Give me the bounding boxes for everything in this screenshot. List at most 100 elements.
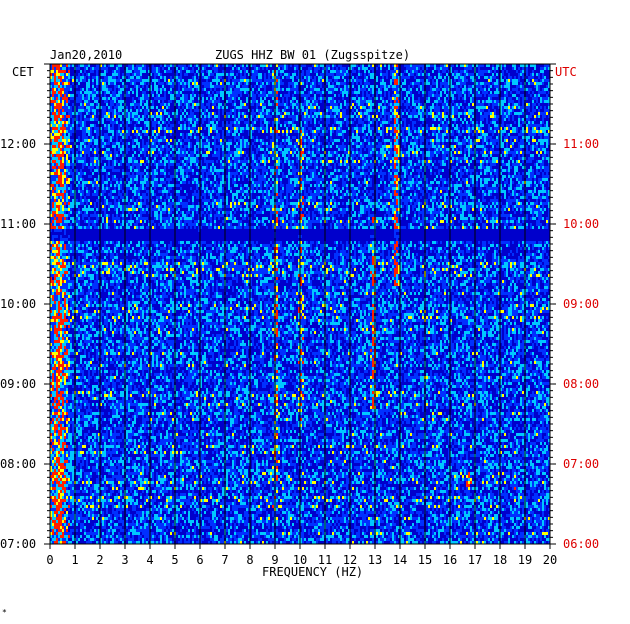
spectrogram-cell [310,127,312,130]
spectrogram-cell [378,109,380,112]
spectrogram-cell [312,103,314,106]
spectrogram-cell [534,139,536,142]
spectrogram-cell [420,70,422,73]
spectrogram-cell [522,76,524,79]
spectrogram-cell [62,91,64,94]
spectrogram-cell [490,70,492,73]
spectrogram-cell [380,121,382,124]
spectrogram-cell [64,112,66,115]
spectrogram-cell [164,70,166,73]
spectrogram-cell [330,88,332,91]
spectrogram-cell [268,76,270,79]
spectrogram-cell [364,70,366,73]
spectrogram-cell [232,103,234,106]
spectrogram-cell [392,103,394,106]
spectrogram-cell [238,85,240,88]
spectrogram-cell [204,106,206,109]
spectrogram-cell [120,100,122,103]
spectrogram-cell [68,151,70,154]
spectrogram-cell [360,103,362,106]
spectrogram-cell [116,73,118,76]
spectrogram-cell [412,142,414,145]
spectrogram-cell [168,106,170,109]
spectrogram-cell [258,85,260,88]
spectrogram-cell [364,106,366,109]
spectrogram-cell [414,103,416,106]
spectrogram-cell [236,145,238,148]
spectrogram-cell [254,67,256,70]
spectrogram-cell [160,118,162,121]
spectrogram-cell [530,82,532,85]
spectrogram-cell [110,151,112,154]
spectrogram-cell [136,136,138,139]
spectrogram-cell [276,91,278,94]
spectrogram-cell [434,109,436,112]
spectrogram-cell [444,97,446,100]
spectrogram-cell [92,118,94,121]
spectrogram-cell [508,97,510,100]
spectrogram-cell [138,115,140,118]
spectrogram-cell [322,79,324,82]
spectrogram-cell [506,115,508,118]
spectrogram-cell [284,124,286,127]
spectrogram-cell [280,103,282,106]
spectrogram-cell [190,106,192,109]
spectrogram-cell [184,145,186,148]
spectrogram-cell [486,115,488,118]
spectrogram-cell [310,103,312,106]
spectrogram-cell [120,106,122,109]
spectrogram-cell [60,139,62,142]
spectrogram-cell [252,115,254,118]
spectrogram-cell [314,106,316,109]
spectrogram-cell [168,121,170,124]
spectrogram-cell [212,154,214,157]
spectrogram-cell [104,70,106,73]
spectrogram-cell [428,100,430,103]
spectrogram-cell [138,73,140,76]
spectrogram-cell [372,94,374,97]
spectrogram-cell [310,67,312,70]
spectrogram-cell [416,148,418,151]
spectrogram-cell [468,151,470,154]
spectrogram-cell [140,67,142,70]
spectrogram-cell [510,76,512,79]
spectrogram-cell [438,97,440,100]
spectrogram-cell [332,70,334,73]
spectrogram-cell [222,154,224,157]
spectrogram-cell [378,91,380,94]
spectrogram-cell [392,130,394,133]
spectrogram-cell [268,70,270,73]
spectrogram-cell [286,151,288,154]
spectrogram-cell [454,127,456,130]
spectrogram-cell [138,79,140,82]
spectrogram-cell [262,103,264,106]
spectrogram-cell [396,103,398,106]
spectrogram-cell [478,76,480,79]
spectrogram-cell [442,106,444,109]
spectrogram-cell [108,136,110,139]
spectrogram-cell [262,109,264,112]
spectrogram-cell [240,112,242,115]
spectrogram-cell [434,94,436,97]
spectrogram-cell [154,124,156,127]
spectrogram-cell [328,91,330,94]
spectrogram-cell [128,112,130,115]
spectrogram-cell [230,73,232,76]
spectrogram-cell [478,67,480,70]
spectrogram-cell [384,121,386,124]
spectrogram-cell [496,67,498,70]
spectrogram-cell [466,67,468,70]
spectrogram-cell [420,124,422,127]
spectrogram-cell [192,103,194,106]
spectrogram-cell [62,127,64,130]
spectrogram-cell [290,151,292,154]
spectrogram-cell [454,112,456,115]
spectrogram-cell [144,103,146,106]
spectrogram-cell [272,130,274,133]
spectrogram-cell [292,121,294,124]
spectrogram-cell [408,115,410,118]
spectrogram-cell [404,151,406,154]
spectrogram-cell [220,85,222,88]
spectrogram-cell [442,103,444,106]
spectrogram-cell [518,124,520,127]
